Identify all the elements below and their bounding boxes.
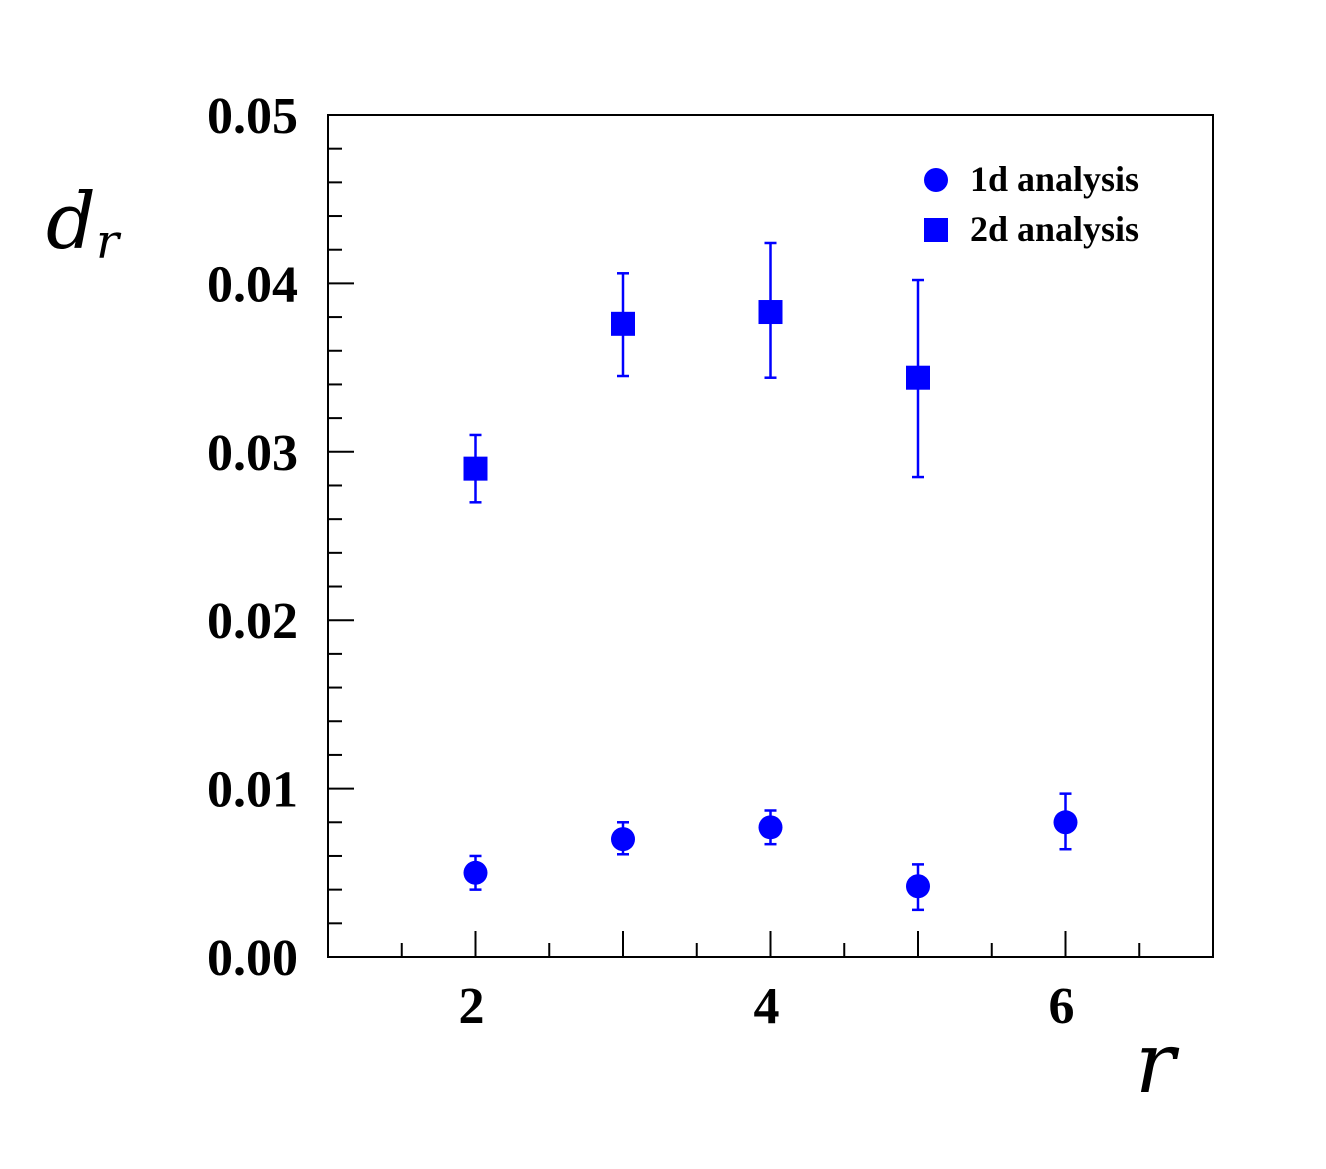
circle-marker (463, 860, 488, 885)
y-tick-label: 0.01 (207, 762, 298, 819)
legend: 1d analysis 2d analysis (924, 159, 1139, 249)
square-marker (463, 456, 488, 481)
data-point (463, 854, 488, 891)
circle-marker (758, 815, 783, 840)
data-point (611, 272, 635, 378)
data-point (906, 278, 930, 479)
y-tick-label: 0.00 (207, 930, 298, 987)
y-axis-title-subscript: r (96, 214, 122, 270)
legend-circle-marker (924, 168, 948, 192)
data-point (1053, 792, 1078, 851)
data-point (758, 241, 783, 379)
y-tick-label: 0.05 (207, 88, 298, 145)
legend-label: 2d analysis (970, 209, 1139, 249)
x-tick-label: 6 (1049, 978, 1075, 1035)
data-point (906, 863, 930, 912)
axes: 0.00 0.01 0.02 0.03 0.04 0.05 2 4 6 (207, 88, 1214, 1035)
square-marker (611, 311, 635, 336)
circle-marker (611, 827, 635, 852)
legend-label: 1d analysis (970, 159, 1139, 199)
square-marker (906, 365, 930, 390)
square-marker (758, 300, 783, 325)
y-tick-label: 0.02 (207, 593, 298, 650)
legend-square-marker (924, 218, 948, 242)
data-point (463, 433, 488, 504)
y-tick-label: 0.04 (207, 256, 298, 313)
y-axis-title-main: d (46, 177, 96, 267)
x-axis-title: r (1135, 1014, 1180, 1112)
circle-marker (1053, 810, 1078, 835)
circle-marker (906, 874, 930, 899)
data-point (758, 809, 783, 846)
x-tick-label: 2 (459, 978, 485, 1035)
y-tick-label: 0.03 (207, 425, 298, 482)
x-tick-label: 4 (754, 978, 780, 1035)
data-marks (463, 241, 1078, 912)
y-axis-title: dr (46, 177, 122, 270)
data-point (611, 821, 635, 856)
